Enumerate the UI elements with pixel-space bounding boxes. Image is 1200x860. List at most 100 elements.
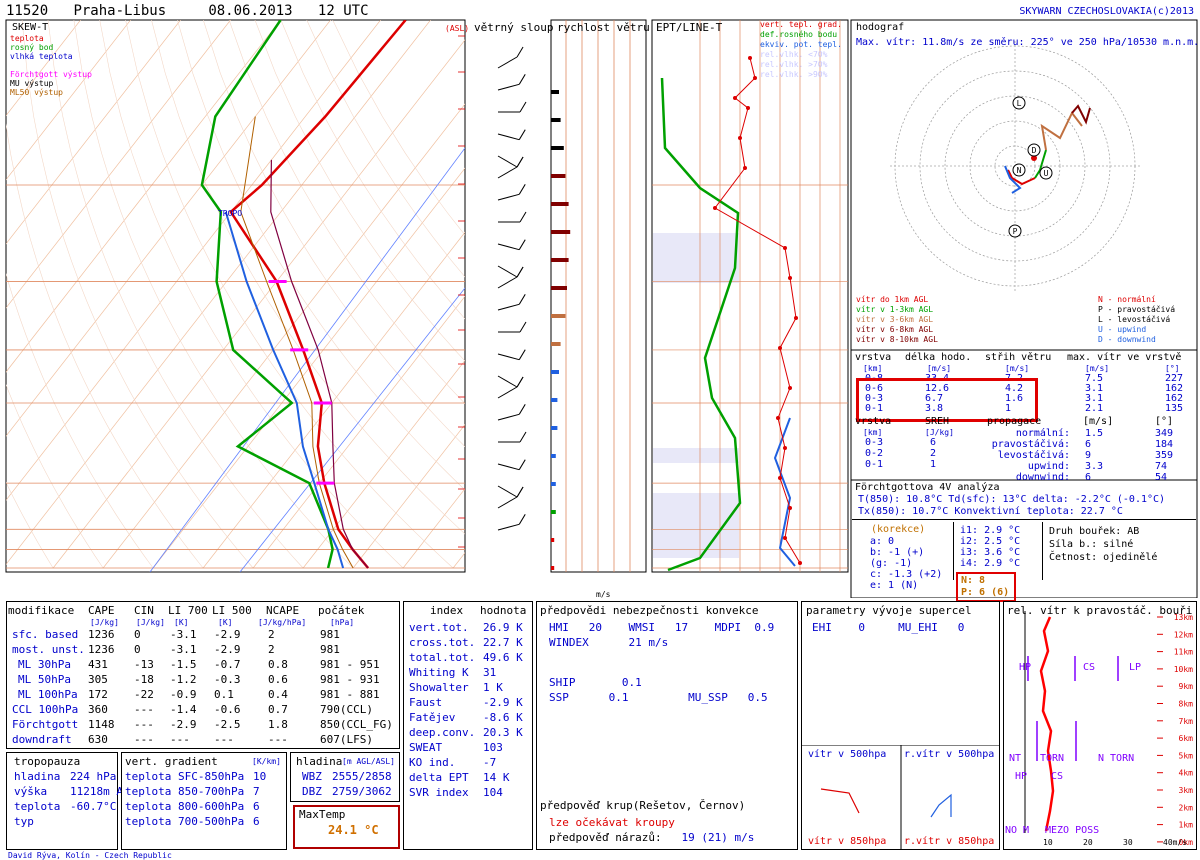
- index-row-label: Whiting K: [409, 666, 469, 679]
- relwind-km-label: 1km: [1179, 821, 1194, 830]
- top-diagrams: L P D U N: [5, 19, 1198, 598]
- index-row-label: cross.tot.: [409, 636, 476, 649]
- druh-item: Četnost: ojedinělé: [1049, 552, 1158, 563]
- mod-cell: 981: [320, 628, 340, 641]
- shear-cell: 12.6: [925, 383, 950, 394]
- speed-column-frame: [550, 19, 647, 573]
- mod-cell: -0.7: [214, 658, 241, 671]
- mod-cell: 1148: [88, 718, 115, 731]
- relwind-km-label: 11km: [1174, 648, 1193, 657]
- shear-cell: 1: [1005, 403, 1012, 414]
- speed-unit: m/s: [596, 590, 611, 599]
- prop-speed: 6: [1085, 472, 1092, 483]
- predpovedi-title: předpovědi nebezpečnosti konvekce: [540, 604, 759, 617]
- hodo-marker-label: D: [1032, 146, 1037, 155]
- tropopauza-rows: hladina 224 hPa výška 11218m ASL teplota -60.…: [14, 770, 184, 830]
- relwind-km-label: 13km: [1174, 613, 1193, 622]
- hodo-8-10km: [1004, 165, 1022, 194]
- hladina-title: hladina: [296, 755, 343, 768]
- mod-header: CAPE: [88, 604, 115, 617]
- druh-item: Druh bouřek: AB: [1049, 526, 1140, 537]
- index-row: Whiting K 31: [409, 666, 579, 681]
- ii-list: i1: 2.9 °C i2: 2.5 °C i3: 3.6 °C i4: 2.9 °C: [960, 525, 1020, 569]
- np-box: N: 8 P: 6 (6): [956, 572, 1016, 602]
- abc-item: a: 0: [870, 536, 895, 547]
- muehi-label: MU_EHI: [898, 621, 938, 634]
- wind-barb-flag: [516, 486, 524, 498]
- mod-cell: -18: [134, 673, 154, 686]
- mixing-ratio-line: [239, 287, 465, 572]
- predpovedi-panel: [536, 601, 798, 850]
- hladina-row-value: 2555/2858: [332, 770, 392, 783]
- shear-h-length: délka hodo.: [905, 352, 972, 363]
- tropopauza-title: tropopauza: [14, 755, 81, 768]
- mod-cell: 0: [134, 643, 141, 656]
- supercell-panel: [801, 601, 1000, 850]
- adiabat-line: [228, 20, 465, 405]
- shear-cell: 162: [1165, 383, 1184, 394]
- tropo-row: teplota -60.7°C: [14, 800, 184, 815]
- ii-item: i3: 3.6 °C: [960, 547, 1021, 558]
- hladina-row-label: WBZ: [302, 770, 322, 783]
- speed-bar: [551, 90, 559, 94]
- ept-point: [743, 166, 747, 170]
- speed-bar: [551, 426, 558, 430]
- mod-cell: -13: [134, 658, 154, 671]
- mussp-value: 0.5: [747, 691, 768, 704]
- ssp-label: SSP: [549, 691, 569, 704]
- adiabat-line: [306, 20, 465, 278]
- relwind-label: NT: [1009, 753, 1021, 764]
- hodo-marker-U: [1039, 166, 1053, 180]
- forchtgott-frame: [850, 479, 1198, 598]
- mod-unit: [J/kg]: [136, 618, 165, 627]
- speed-bar: [551, 146, 564, 150]
- mod-cell: -0.3: [214, 673, 241, 686]
- speed-bar: [551, 258, 569, 262]
- relwind-label: NO M: [1005, 825, 1029, 836]
- sreh-row: 0-1 1: [855, 459, 1195, 470]
- ept-point: [746, 106, 750, 110]
- relwind-km-label: 5km: [1179, 751, 1194, 760]
- relwind-panel: [1003, 601, 1197, 850]
- hodo-marker-label: U: [1044, 169, 1049, 178]
- wmsi-value: 17: [674, 621, 689, 634]
- predpovedi-r4: SSP 0.1 MU_SSP 0.5: [549, 691, 768, 704]
- index-row-label: Showalter: [409, 681, 469, 694]
- shear-cell: 227: [1165, 373, 1184, 384]
- index-row-label: Fatějev: [409, 711, 456, 724]
- adiabat-line: [280, 20, 465, 320]
- naraz-row: předpověď nárazů: 19 (21) m/s: [549, 831, 754, 844]
- hodo-legend-item: P - pravostáčivá: [1098, 305, 1176, 314]
- wind-barb-flag: [516, 266, 524, 278]
- legend-item: [10, 61, 92, 70]
- relwind-label: MEZO POSS: [1045, 825, 1099, 836]
- hodo-marker-N: [1012, 163, 1026, 177]
- grad-row-label: teplota 800-600hPa: [125, 800, 245, 813]
- wind-barb: [497, 56, 518, 69]
- tropo-row: typ: [14, 815, 184, 830]
- abc-item: e: 1 (N): [870, 580, 919, 591]
- wind-barb: [497, 276, 518, 289]
- hodo-legend-item: L - levostáčivá: [1098, 315, 1171, 324]
- modifikace-panel: [6, 601, 400, 749]
- mod-row: sfc. based 1236 0 -3.1 -2.9 2 981: [8, 628, 398, 643]
- hladina-row-label: DBZ: [302, 785, 322, 798]
- modifikace-table: modifikace CAPE CIN LI 700 LI 500 NCAPE počáte…: [8, 604, 398, 748]
- mod-cell: 981 - 931: [320, 673, 380, 686]
- maxtemp-value: 24.1 °C: [328, 823, 379, 837]
- index-row: Fatějev -8.6 K: [409, 711, 579, 726]
- mod-cell: 305: [88, 673, 108, 686]
- index-row: cross.tot. 22.7 K: [409, 636, 579, 651]
- index-h2: hodnota: [480, 604, 527, 617]
- mod-cell: 2: [268, 643, 275, 656]
- relwind-label: HP: [1015, 771, 1027, 782]
- relwind-km-label: 3km: [1179, 786, 1194, 795]
- ept-point: [713, 206, 717, 210]
- mod-unit: [K]: [218, 618, 233, 627]
- kroupy-title: předpověď krup(Rešetov, Černov): [540, 799, 746, 812]
- mini-hodo-r500: [930, 793, 952, 818]
- relwind-label: N TORN: [1098, 753, 1134, 764]
- ehi-label: EHI: [812, 621, 832, 634]
- hodo-6-8km: [1071, 104, 1091, 125]
- sounding-date: 08.06.2013: [208, 3, 293, 19]
